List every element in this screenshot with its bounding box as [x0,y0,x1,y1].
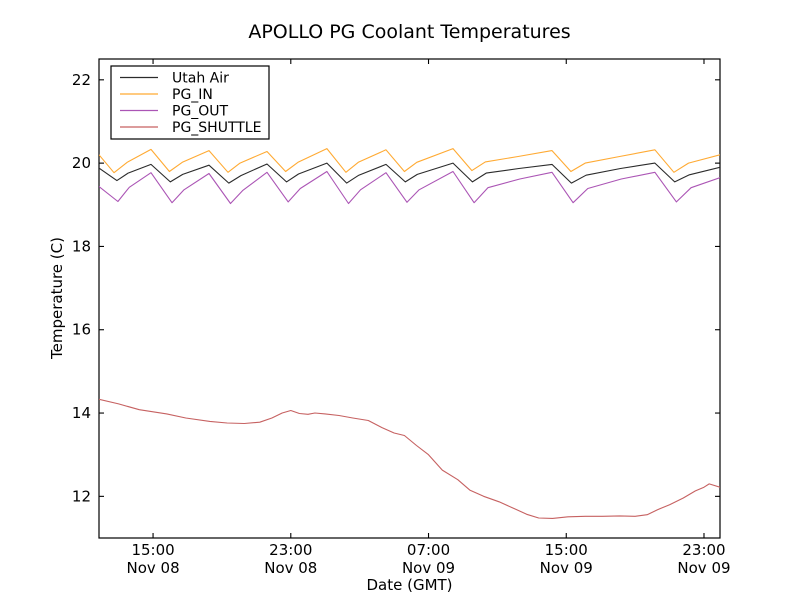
series-utah-air-line [99,162,720,184]
x-tick-date-label: Nov 09 [402,559,455,577]
series-pg-shuttle-line [99,398,720,519]
x-tick-date-label: Nov 09 [677,559,730,577]
legend-label-pg-shuttle: PG_SHUTTLE [172,120,261,136]
y-tick-label: 12 [72,487,91,505]
plot-frame [98,58,721,539]
series-pg-out-line [99,170,720,205]
y-tick-label: 18 [72,237,91,255]
x-tick-time-label: 15:00 [545,541,588,559]
y-tick-label: 14 [72,404,91,422]
legend-label-pg-out: PG_OUT [172,104,229,120]
series-pg-in-line [99,148,720,174]
x-tick-time-label: 15:00 [131,541,174,559]
y-tick-label: 22 [72,71,91,89]
x-tick-date-label: Nov 08 [264,559,317,577]
x-tick-time-label: 23:00 [269,541,312,559]
legend-label-pg-in: PG_IN [172,87,213,103]
x-tick-time-label: 23:00 [682,541,725,559]
x-tick-time-label: 07:00 [407,541,450,559]
legend-label-utah-air: Utah Air [172,71,229,87]
y-tick-label: 16 [72,321,91,339]
x-tick-date-label: Nov 09 [540,559,593,577]
chart-title: APOLLO PG Coolant Temperatures [248,21,571,43]
x-axis-label: Date (GMT) [366,576,453,594]
y-tick-label: 20 [72,154,91,172]
x-tick-date-label: Nov 08 [126,559,179,577]
